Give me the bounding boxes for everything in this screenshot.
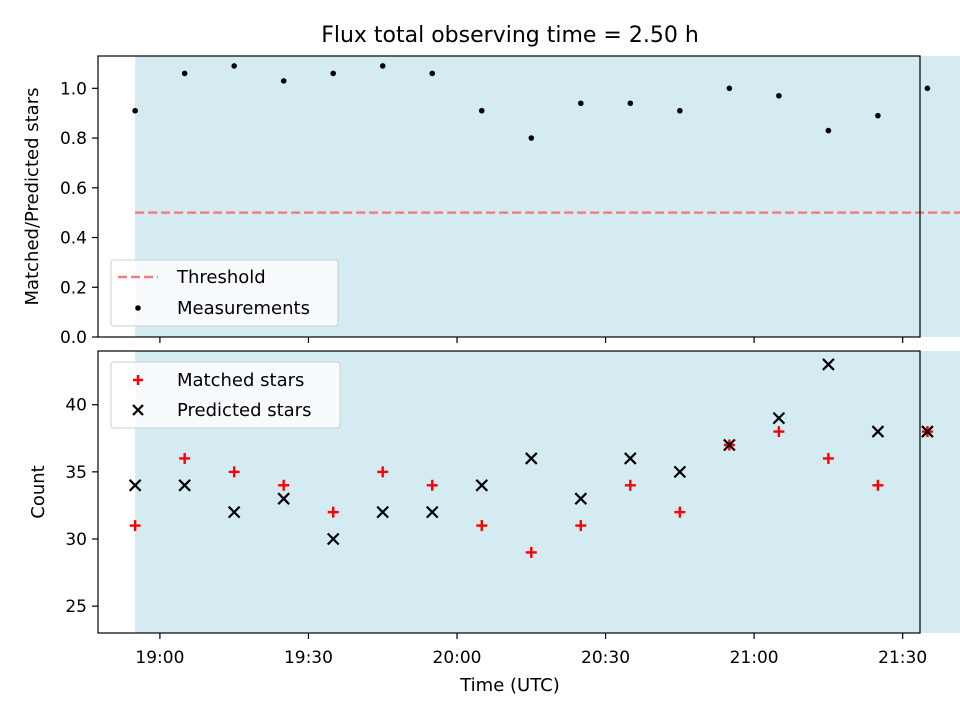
time-x-tick-label: 21:30 xyxy=(878,648,927,668)
ratio-y-tick-label: 0.4 xyxy=(60,229,87,249)
matched-star-point xyxy=(179,452,191,464)
time-x-axis: 19:00 19:30 20:00 20:30 21:00 21:30 xyxy=(135,633,927,668)
measurement-points xyxy=(132,63,931,141)
matched-legend-swatch xyxy=(133,375,143,385)
predicted-star-point xyxy=(277,492,290,505)
time-x-tick-label: 20:00 xyxy=(433,648,482,668)
measurements-legend-label: Measurements xyxy=(177,298,310,319)
predicted-star-point xyxy=(178,479,191,492)
predicted-star-point xyxy=(326,532,340,546)
ratio-y-tick-label: 0.2 xyxy=(60,278,87,298)
measurement-point xyxy=(578,100,584,107)
predicted-star-point xyxy=(624,452,637,465)
matched-star-point xyxy=(872,479,884,491)
count-y-tick-label: 30 xyxy=(65,530,87,550)
predicted-star-point xyxy=(128,479,142,492)
measurement-point xyxy=(776,92,782,99)
measurement-point xyxy=(379,63,386,69)
matched-star-point xyxy=(228,466,240,478)
matched-star-point xyxy=(327,506,339,518)
predicted-star-point xyxy=(227,505,241,519)
predicted-star-point xyxy=(376,505,390,519)
measurement-point xyxy=(132,107,138,114)
count-y-tick-label: 40 xyxy=(65,396,87,416)
count-legend: Matched stars Predicted stars xyxy=(110,361,341,429)
measurement-point xyxy=(280,78,287,84)
matched-star-point xyxy=(773,426,785,438)
matched-star-point xyxy=(822,452,834,464)
figure-title: Flux total observing time = 2.50 h xyxy=(321,23,699,48)
threshold-legend-label: Threshold xyxy=(176,267,266,288)
matched-star-point xyxy=(129,520,141,532)
predicted-star-point xyxy=(723,438,736,452)
predicted-star-point xyxy=(525,452,538,465)
predicted-stars-points xyxy=(128,358,934,546)
time-x-tick-label: 21:00 xyxy=(730,648,779,668)
measurement-point xyxy=(875,112,881,119)
ratio-y-axis-label: Matched/Predicted stars xyxy=(22,88,43,306)
matched-star-point xyxy=(426,479,438,491)
predicted-star-point xyxy=(475,479,489,492)
ratio-panel: 0.0 0.2 0.4 0.6 0.8 1.0 Matched/Predicted sta… xyxy=(22,55,960,348)
matched-stars-points xyxy=(129,426,933,558)
matched-legend-label: Matched stars xyxy=(177,370,304,391)
count-y-tick-label: 35 xyxy=(65,463,87,483)
measurement-point xyxy=(825,127,832,134)
predicted-legend-swatch xyxy=(132,404,144,416)
matched-star-point xyxy=(624,479,636,491)
ratio-legend: Threshold Measurements xyxy=(110,259,339,327)
count-legend-box xyxy=(110,361,341,429)
measurement-point xyxy=(181,70,188,77)
measurement-point xyxy=(726,85,733,92)
measurement-point xyxy=(231,63,237,69)
predicted-star-point xyxy=(574,492,588,505)
predicted-star-point xyxy=(425,505,439,519)
matched-star-point xyxy=(674,506,686,518)
ratio-plot-frame xyxy=(97,55,921,338)
count-y-axis-label: Count xyxy=(28,465,49,518)
predicted-star-point xyxy=(822,358,835,371)
measurement-point xyxy=(528,135,535,141)
matched-star-point xyxy=(278,479,290,491)
ratio-x-ticks xyxy=(159,337,904,343)
measurement-point xyxy=(478,107,485,114)
count-plot-frame xyxy=(97,350,921,634)
ratio-y-axis: 0.0 0.2 0.4 0.6 0.8 1.0 xyxy=(60,79,98,348)
ratio-y-tick-label: 1.0 xyxy=(60,79,87,99)
measurement-point xyxy=(429,70,436,77)
matched-star-point xyxy=(525,546,537,558)
predicted-legend-label: Predicted stars xyxy=(177,400,311,421)
ratio-y-tick-label: 0.8 xyxy=(60,129,87,149)
measurement-point xyxy=(627,100,634,107)
time-x-tick-label: 20:30 xyxy=(581,648,630,668)
time-x-tick-label: 19:30 xyxy=(284,648,333,668)
ratio-legend-box xyxy=(110,259,339,327)
count-y-tick-label: 25 xyxy=(65,597,87,617)
ratio-y-tick-label: 0.0 xyxy=(60,328,87,348)
predicted-star-point xyxy=(921,425,934,438)
time-x-axis-label: Time (UTC) xyxy=(459,675,560,696)
matched-star-point xyxy=(476,520,488,532)
predicted-star-point xyxy=(772,411,786,425)
count-y-axis: 25 30 35 40 xyxy=(65,396,98,617)
measurements-legend-swatch xyxy=(135,305,141,311)
time-x-tick-label: 19:00 xyxy=(135,648,184,668)
measurement-point xyxy=(677,107,683,114)
measurement-point xyxy=(330,70,337,77)
measurement-point xyxy=(924,85,931,92)
predicted-star-point xyxy=(871,425,885,438)
matched-star-point xyxy=(377,466,389,478)
predicted-star-point xyxy=(673,465,687,479)
ratio-y-tick-label: 0.6 xyxy=(60,179,87,199)
matched-star-point xyxy=(575,520,587,532)
